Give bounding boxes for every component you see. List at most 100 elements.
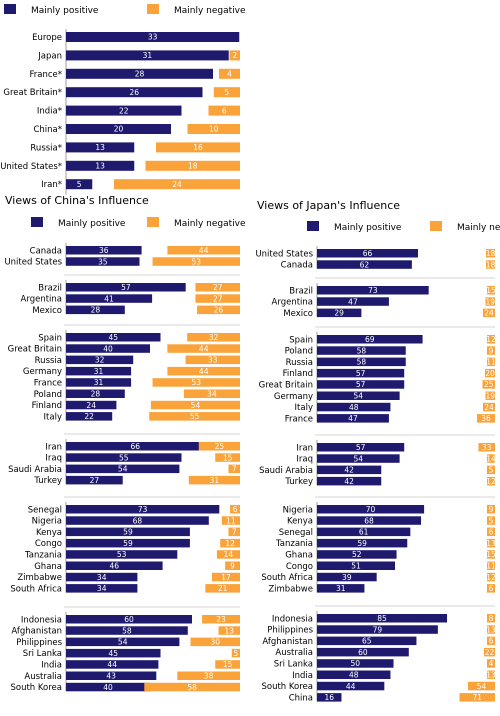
bar-positive: [317, 402, 391, 412]
data-label-negative: 55: [190, 412, 200, 421]
category-label: Saudi Arabia: [259, 466, 313, 476]
category-label: Sri Lanka: [274, 659, 313, 669]
bar-negative: [167, 246, 240, 255]
bar-positive: [66, 442, 205, 451]
category-label: Spain: [38, 333, 62, 343]
bar-negative: [230, 505, 240, 514]
bar-positive: [66, 671, 157, 680]
data-label-negative: 20: [485, 369, 495, 378]
bar-negative: [487, 527, 495, 537]
data-label-negative: 4: [489, 659, 494, 668]
data-label-negative: 13: [486, 625, 496, 634]
bar-negative: [195, 283, 240, 292]
category-label: Finland: [32, 401, 62, 411]
data-label-positive: 31: [94, 378, 104, 387]
data-label-negative: 44: [199, 367, 209, 376]
data-label-negative: 5: [224, 88, 229, 97]
category-label: Great Britain: [259, 380, 313, 390]
data-label-positive: 40: [103, 344, 113, 353]
bar-positive: [66, 124, 171, 134]
data-label-positive: 47: [348, 297, 358, 306]
category-label: Russia: [35, 356, 62, 366]
bar-positive: [317, 391, 400, 400]
category-label: Brazil: [38, 283, 62, 293]
bar-positive: [66, 637, 180, 647]
data-label-negative: 8: [489, 614, 494, 623]
data-label-positive: 85: [377, 614, 387, 623]
category-label: Great Britain*: [3, 88, 62, 98]
bar-negative: [487, 357, 495, 367]
bar-positive: [66, 682, 150, 692]
legend-label-negative: Mainly negative: [174, 219, 246, 229]
data-label-positive: 54: [354, 391, 364, 400]
category-label: Afghanistan: [262, 637, 313, 647]
data-label-negative: 4: [227, 70, 232, 79]
category-label: Ghana: [285, 550, 313, 560]
data-label-negative: 15: [486, 550, 496, 559]
bar-positive: [317, 538, 408, 548]
data-label-positive: 22: [119, 106, 129, 115]
bar-positive: [317, 614, 448, 623]
category-label: Argentina: [272, 298, 313, 308]
data-label-negative: 32: [209, 333, 219, 342]
category-label: Senegal: [279, 528, 313, 538]
category-label: Germany: [23, 367, 62, 377]
legend-swatch-negative: [147, 4, 159, 14]
data-label-positive: 20: [114, 125, 124, 134]
data-label-negative: 24: [172, 180, 182, 189]
data-label-negative: 9: [489, 505, 494, 514]
bar-negative: [213, 87, 240, 98]
category-label: Japan: [37, 51, 62, 61]
bar-negative: [228, 527, 240, 537]
data-label-positive: 39: [342, 573, 352, 582]
category-label: Afghanistan: [11, 627, 62, 637]
bar-positive: [317, 572, 377, 582]
category-label: Iraq: [296, 455, 313, 465]
bar-negative: [156, 142, 240, 153]
bar-negative: [145, 160, 240, 171]
category-label: Congo: [35, 539, 62, 549]
bar-positive: [317, 550, 397, 559]
bar-negative: [221, 516, 240, 525]
data-label-positive: 54: [118, 465, 128, 474]
bar-negative: [486, 260, 495, 269]
data-label-negative: 2: [232, 51, 237, 60]
data-label-negative: 18: [486, 249, 496, 258]
data-label-negative: 7: [232, 528, 237, 537]
data-label-negative: 9: [489, 346, 494, 355]
bar-negative: [468, 681, 495, 691]
bar-negative: [487, 584, 495, 593]
bar-positive: [66, 355, 134, 365]
category-label: Europe: [32, 33, 62, 43]
bar-negative: [187, 333, 240, 342]
category-label: Russia: [286, 358, 313, 368]
data-label-positive: 68: [364, 516, 374, 525]
data-label-negative: 6: [489, 584, 494, 593]
bar-negative: [487, 465, 495, 475]
data-label-positive: 28: [91, 389, 101, 398]
data-label-positive: 22: [84, 412, 94, 421]
bar-positive: [317, 297, 389, 306]
category-label: Nigeria: [283, 505, 313, 515]
bar-positive: [317, 561, 396, 570]
bar-positive: [66, 294, 153, 303]
data-label-positive: 52: [352, 550, 362, 559]
category-label: Italy: [295, 403, 313, 413]
data-label-positive: 57: [121, 283, 131, 292]
data-label-negative: 14: [224, 550, 234, 559]
data-label-negative: 10: [209, 125, 219, 134]
bar-negative: [195, 294, 240, 303]
data-label-negative: 54: [191, 401, 201, 410]
data-label-positive: 43: [106, 671, 116, 680]
bar-positive: [66, 283, 186, 292]
category-label: Iran*: [41, 180, 62, 190]
data-label-negative: 15: [223, 453, 233, 462]
category-label: United States: [255, 249, 313, 259]
data-label-positive: 51: [351, 561, 361, 570]
data-label-positive: 42: [344, 477, 354, 486]
bar-positive: [317, 454, 400, 463]
bar-positive: [317, 659, 394, 668]
data-label-negative: 12: [486, 573, 496, 582]
data-label-positive: 48: [349, 403, 359, 412]
data-label-positive: 58: [122, 626, 132, 635]
